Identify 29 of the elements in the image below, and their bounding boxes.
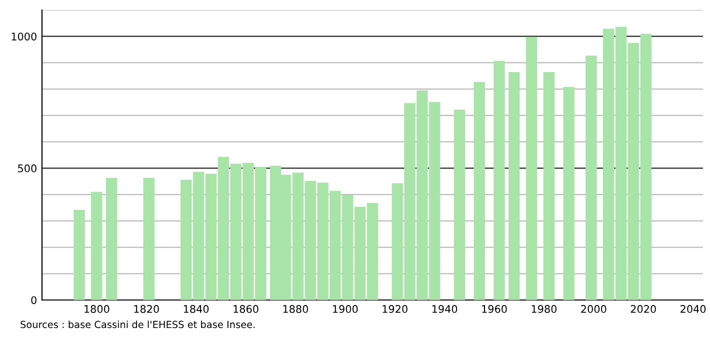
x-tick-label: 1860 [234,305,258,313]
x-tick-label: 1840 [184,305,209,313]
bar [586,56,597,300]
bar [74,210,85,300]
x-tick-label: 1920 [382,305,408,313]
bar [143,178,154,300]
bar [563,86,574,300]
bar [454,110,466,300]
x-tick-label: 1940 [432,305,458,313]
source-note: Sources : base Cassini de l'EHESS et base Insee. [20,320,255,328]
y-tick-label: 0 [31,296,36,304]
bar [543,72,555,300]
bar [526,36,538,300]
bar [508,72,520,300]
x-tick-label: 2020 [630,305,656,313]
x-tick-label: 1980 [532,305,557,313]
x-tick-label: 1900 [333,305,358,313]
bar [494,60,505,300]
x-tick-label: 2000 [581,305,606,313]
x-tick-label: 1800 [84,305,110,313]
bar [474,82,485,300]
y-tick-label: 1000 [12,32,36,40]
bar [106,178,118,300]
x-tick-label: 1880 [283,305,308,313]
x-tick-label: 1820 [134,305,159,313]
bar [91,192,102,300]
x-tick-label: 2040 [680,305,706,313]
y-tick-label: 500 [18,164,36,172]
x-tick-label: 1960 [482,305,507,313]
